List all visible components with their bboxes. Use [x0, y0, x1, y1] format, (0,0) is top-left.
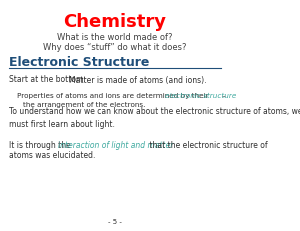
Text: –: – [220, 93, 226, 99]
Text: that the electronic structure of: that the electronic structure of [147, 140, 267, 149]
Text: Electronic Structure: Electronic Structure [9, 55, 150, 69]
Text: Start at the bottom:: Start at the bottom: [9, 76, 86, 85]
Text: It is through the: It is through the [9, 140, 73, 149]
Text: What is the world made of?: What is the world made of? [57, 33, 172, 43]
Text: To understand how we can know about the electronic structure of atoms, we
must f: To understand how we can know about the … [9, 107, 300, 129]
Text: electronic structure: electronic structure [165, 93, 237, 99]
Text: Matter is made of atoms (and ions).: Matter is made of atoms (and ions). [69, 76, 206, 85]
Text: - 5 -: - 5 - [108, 219, 122, 225]
Text: Properties of atoms and ions are determined by their: Properties of atoms and ions are determi… [17, 93, 211, 99]
Text: the arrangement of the electrons.: the arrangement of the electrons. [23, 102, 145, 108]
Text: interaction of light and matter: interaction of light and matter [58, 140, 174, 149]
Text: atoms was elucidated.: atoms was elucidated. [9, 151, 96, 159]
Text: Why does “stuff” do what it does?: Why does “stuff” do what it does? [43, 43, 187, 52]
Text: Chemistry: Chemistry [63, 13, 167, 31]
